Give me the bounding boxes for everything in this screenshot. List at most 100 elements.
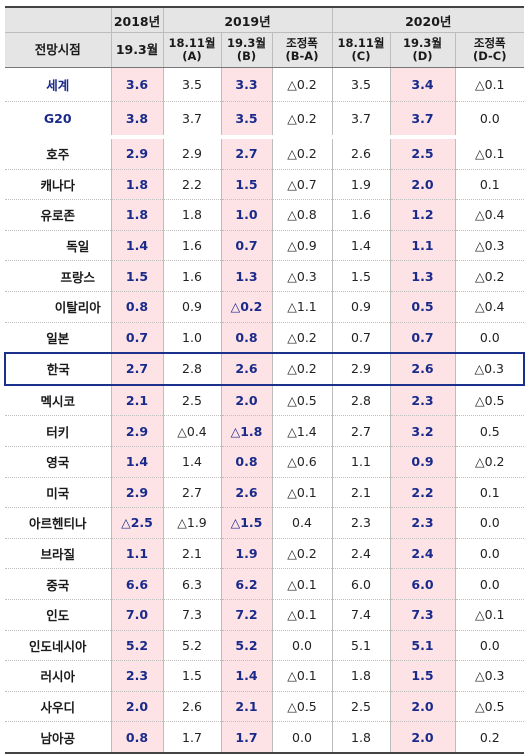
forecast-value-mar19: 2.5 xyxy=(389,134,456,170)
forecast-value-mar19: △2.5 xyxy=(110,507,164,539)
forecast-value: 2.2 xyxy=(162,169,222,201)
header-2019-b: 19.3월 (B) xyxy=(220,32,273,68)
forecast-value-mar19: 3.5 xyxy=(220,101,273,138)
forecast-value-mar19: 0.8 xyxy=(220,322,273,354)
table-row: 중국 6.6 6.3 6.2 △0.1 6.0 6.0 0.0 xyxy=(5,568,525,600)
forecast-value: △0.3 xyxy=(454,660,525,692)
forecast-value: 0.0 xyxy=(454,568,525,600)
forecast-value-mar19: 2.9 xyxy=(110,415,164,447)
forecast-value: △0.3 xyxy=(454,230,525,262)
forecast-value-mar19: 0.7 xyxy=(389,322,456,354)
table-row: 한국 2.7 2.8 2.6 △0.2 2.9 2.6 △0.3 xyxy=(4,352,526,386)
header-2019-adj: 조정폭 (B-A) xyxy=(271,32,333,68)
forecast-value: 2.9 xyxy=(331,352,391,386)
forecast-value-mar19: 7.0 xyxy=(110,599,164,631)
table-row: 남아공 0.8 1.7 1.7 0.0 1.8 2.0 0.2 xyxy=(5,721,525,754)
forecast-value: △0.1 xyxy=(271,599,333,631)
header-row-years: 2018년 2019년 2020년 xyxy=(5,6,525,33)
forecast-value: △0.1 xyxy=(271,568,333,600)
forecast-value: 0.0 xyxy=(271,630,333,662)
forecast-value-mar19: 6.6 xyxy=(110,568,164,600)
header-2019: 2019년 xyxy=(162,6,333,33)
table-row: 독일 1.4 1.6 0.7 △0.9 1.4 1.1 △0.3 xyxy=(5,230,525,262)
forecast-value-mar19: 2.0 xyxy=(389,721,456,754)
forecast-value-mar19: 3.8 xyxy=(110,101,164,138)
forecast-value-mar19: 2.9 xyxy=(110,134,164,170)
forecast-value: △0.2 xyxy=(271,352,333,386)
country-name: 인도 xyxy=(5,599,112,631)
forecast-value-mar19: 1.4 xyxy=(220,660,273,692)
forecast-value: 2.8 xyxy=(331,384,391,417)
header-2020-c: 18.11월 (C) xyxy=(331,32,391,68)
forecast-value-mar19: 2.6 xyxy=(389,352,456,386)
forecast-value-mar19: △1.5 xyxy=(220,507,273,539)
forecast-value-mar19: 7.3 xyxy=(389,599,456,631)
table-row: 프랑스 1.5 1.6 1.3 △0.3 1.5 1.3 △0.2 xyxy=(5,260,525,292)
forecast-value-mar19: 1.3 xyxy=(389,260,456,292)
forecast-value: △0.4 xyxy=(454,291,525,323)
forecast-value-mar19: 1.3 xyxy=(220,260,273,292)
table-row: G20 3.8 3.7 3.5 △0.2 3.7 3.7 0.0 xyxy=(5,101,525,138)
forecast-value-mar19: 2.3 xyxy=(110,660,164,692)
forecast-value: △0.5 xyxy=(271,691,333,723)
forecast-value: 0.7 xyxy=(331,322,391,354)
forecast-value: 1.8 xyxy=(331,721,391,754)
forecast-value: 2.6 xyxy=(331,134,391,170)
forecast-value-mar19: 1.2 xyxy=(389,199,456,231)
forecast-value-mar19: 2.0 xyxy=(110,691,164,723)
forecast-value-mar19: 7.2 xyxy=(220,599,273,631)
forecast-value: 0.0 xyxy=(271,721,333,754)
table-row: 호주 2.9 2.9 2.7 △0.2 2.6 2.5 △0.1 xyxy=(5,134,525,170)
forecast-value: 2.1 xyxy=(331,477,391,509)
forecast-value: △0.1 xyxy=(271,660,333,692)
forecast-value: △0.1 xyxy=(454,67,525,102)
forecast-value: △0.2 xyxy=(271,67,333,102)
forecast-value: 1.8 xyxy=(162,199,222,231)
forecast-value: △1.4 xyxy=(271,415,333,447)
forecast-value: △0.2 xyxy=(271,101,333,138)
forecast-value: △0.1 xyxy=(454,134,525,170)
forecast-value: 0.0 xyxy=(454,322,525,354)
header-2020: 2020년 xyxy=(331,6,525,33)
forecast-value-mar19: 2.4 xyxy=(389,538,456,570)
forecast-value-mar19: 3.4 xyxy=(389,67,456,102)
forecast-value: 1.8 xyxy=(331,660,391,692)
country-name: 이탈리아 xyxy=(5,291,112,323)
forecast-value: △0.5 xyxy=(454,384,525,417)
forecast-value-mar19: 6.2 xyxy=(220,568,273,600)
forecast-value-mar19: 1.9 xyxy=(220,538,273,570)
table-row: 인도 7.0 7.3 7.2 △0.1 7.4 7.3 △0.1 xyxy=(5,599,525,631)
forecast-value: 0.9 xyxy=(331,291,391,323)
forecast-value: 6.3 xyxy=(162,568,222,600)
forecast-value-mar19: 5.1 xyxy=(389,630,456,662)
forecast-value-mar19: 5.2 xyxy=(110,630,164,662)
forecast-value-mar19: 2.7 xyxy=(110,352,164,386)
forecast-value: 0.9 xyxy=(162,291,222,323)
forecast-value: 1.9 xyxy=(331,169,391,201)
country-name: 인도네시아 xyxy=(5,630,112,662)
forecast-value: △0.1 xyxy=(271,477,333,509)
country-name: 브라질 xyxy=(5,538,112,570)
forecast-value-mar19: 6.0 xyxy=(389,568,456,600)
table-row: 이탈리아 0.8 0.9 △0.2 △1.1 0.9 0.5 △0.4 xyxy=(5,291,525,323)
country-name: 아르헨티나 xyxy=(5,507,112,539)
forecast-value-mar19: 2.0 xyxy=(389,691,456,723)
forecast-value: △0.5 xyxy=(271,384,333,417)
forecast-value: 1.1 xyxy=(331,446,391,478)
country-name: 세계 xyxy=(5,67,112,102)
table-row: 일본 0.7 1.0 0.8 △0.2 0.7 0.7 0.0 xyxy=(5,322,525,354)
forecast-value-mar19: 1.5 xyxy=(389,660,456,692)
forecast-value: 1.5 xyxy=(162,660,222,692)
forecast-table-page: 2018년 2019년 2020년 전망시점 19.3월 18.11월 (A) 1… xyxy=(4,6,526,754)
forecast-value: 3.7 xyxy=(162,101,222,138)
forecast-value: 7.4 xyxy=(331,599,391,631)
forecast-value: 3.5 xyxy=(331,67,391,102)
forecast-value-mar19: 1.7 xyxy=(220,721,273,754)
forecast-value-mar19: 3.6 xyxy=(110,67,164,102)
country-name: 프랑스 xyxy=(5,260,112,292)
forecast-value-mar19: 3.2 xyxy=(389,415,456,447)
country-name: 남아공 xyxy=(5,721,112,754)
forecast-value: 2.3 xyxy=(331,507,391,539)
forecast-value: 1.4 xyxy=(162,446,222,478)
forecast-value-mar19: 0.7 xyxy=(110,322,164,354)
